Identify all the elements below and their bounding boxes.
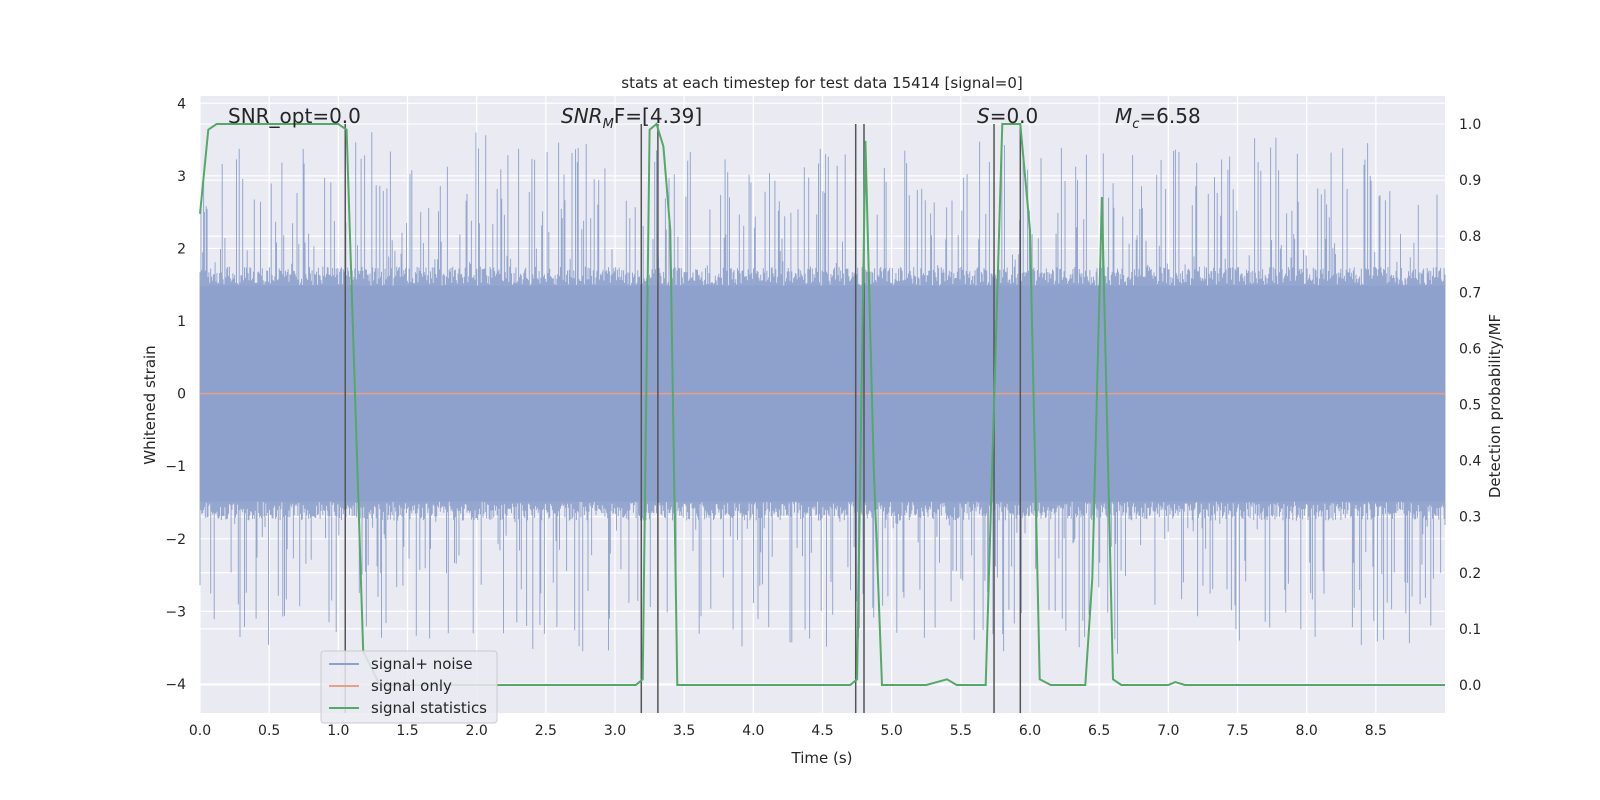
y-tick-label-7: 3	[177, 169, 186, 185]
y2-tick-label-7: 0.7	[1459, 285, 1481, 301]
y-tick-label-8: 4	[177, 96, 186, 112]
x-tick-label-12: 6.0	[1019, 723, 1041, 739]
y-tick-label-2: −2	[165, 532, 186, 548]
x-tick-label-16: 8.0	[1296, 723, 1318, 739]
x-tick-label-5: 2.5	[535, 723, 557, 739]
y2-tick-label-9: 0.9	[1459, 173, 1481, 189]
y-axis-label: Whitened strain	[141, 345, 159, 464]
s-value: =0.0	[990, 104, 1039, 128]
snr-mf-base: SNR	[561, 104, 603, 128]
legend-label-signal-noise: signal+ noise	[371, 655, 473, 673]
legend: signal+ noise signal only signal statist…	[320, 650, 498, 724]
y-tick-label-6: 2	[177, 241, 186, 257]
annotation-mc: Mc=6.58	[1115, 104, 1201, 132]
y-tick-label-1: −3	[165, 604, 186, 620]
y-tick-label-0: −4	[165, 677, 186, 693]
x-tick-label-8: 4.0	[742, 723, 764, 739]
s-label: S	[977, 104, 990, 128]
y-tick-labels: −4 −3 −2 −1 0 1 2 3 4	[165, 96, 186, 693]
x-tick-label-1: 0.5	[258, 723, 280, 739]
y-tick-label-4: 0	[177, 387, 186, 403]
legend-label-signal-statistics: signal statistics	[371, 699, 487, 717]
mc-value: =6.58	[1139, 104, 1200, 128]
snr-mf-rest: F=[4.39]	[614, 104, 702, 128]
x-tick-label-4: 2.0	[466, 723, 488, 739]
x-tick-label-10: 5.0	[881, 723, 903, 739]
x-tick-label-6: 3.0	[604, 723, 626, 739]
y2-tick-label-10: 1.0	[1459, 117, 1481, 133]
annotation-s: S=0.0	[977, 104, 1038, 128]
mc-sub: c	[1132, 117, 1139, 132]
x-tick-label-17: 8.5	[1365, 723, 1387, 739]
y-tick-label-3: −1	[165, 459, 186, 475]
x-tick-label-15: 7.5	[1226, 723, 1248, 739]
y2-tick-label-2: 0.2	[1459, 566, 1481, 582]
y-tick-label-5: 1	[177, 314, 186, 330]
y2-tick-label-0: 0.0	[1459, 678, 1481, 694]
y2-tick-label-4: 0.4	[1459, 454, 1481, 470]
y2-tick-label-8: 0.8	[1459, 229, 1481, 245]
y2-tick-label-5: 0.5	[1459, 398, 1481, 414]
y2-tick-labels: 0.0 0.1 0.2 0.3 0.4 0.5 0.6 0.7 0.8 0.9 1.0	[1459, 117, 1481, 694]
x-tick-labels: 0.0 0.5 1.0 1.5 2.0 2.5 3.0 3.5 4.0 4.5 5.0 5.5 6.0 6…	[189, 723, 1387, 739]
chart-title: stats at each timestep for test data 154…	[621, 74, 1022, 92]
y2-tick-label-1: 0.1	[1459, 622, 1481, 638]
annotation-snr-mf: SNRMF=[4.39]	[561, 104, 702, 132]
x-tick-label-14: 7.0	[1157, 723, 1179, 739]
x-tick-label-9: 4.5	[811, 723, 833, 739]
y2-tick-label-3: 0.3	[1459, 510, 1481, 526]
snr-mf-sub: M	[603, 117, 614, 132]
x-tick-label-11: 5.5	[950, 723, 972, 739]
x-axis-label: Time (s)	[791, 749, 853, 767]
x-tick-label-13: 6.5	[1088, 723, 1110, 739]
y2-tick-label-6: 0.6	[1459, 341, 1481, 357]
x-tick-label-0: 0.0	[189, 723, 211, 739]
x-tick-label-7: 3.5	[673, 723, 695, 739]
mc-base: M	[1115, 104, 1132, 128]
x-tick-label-3: 1.5	[396, 723, 418, 739]
annotation-snr-opt: SNR_opt=0.0	[228, 104, 361, 128]
legend-box	[320, 650, 498, 724]
x-tick-label-2: 1.0	[327, 723, 349, 739]
y2-axis-label: Detection probability/MF	[1486, 314, 1504, 498]
legend-label-signal-only: signal only	[371, 677, 452, 695]
